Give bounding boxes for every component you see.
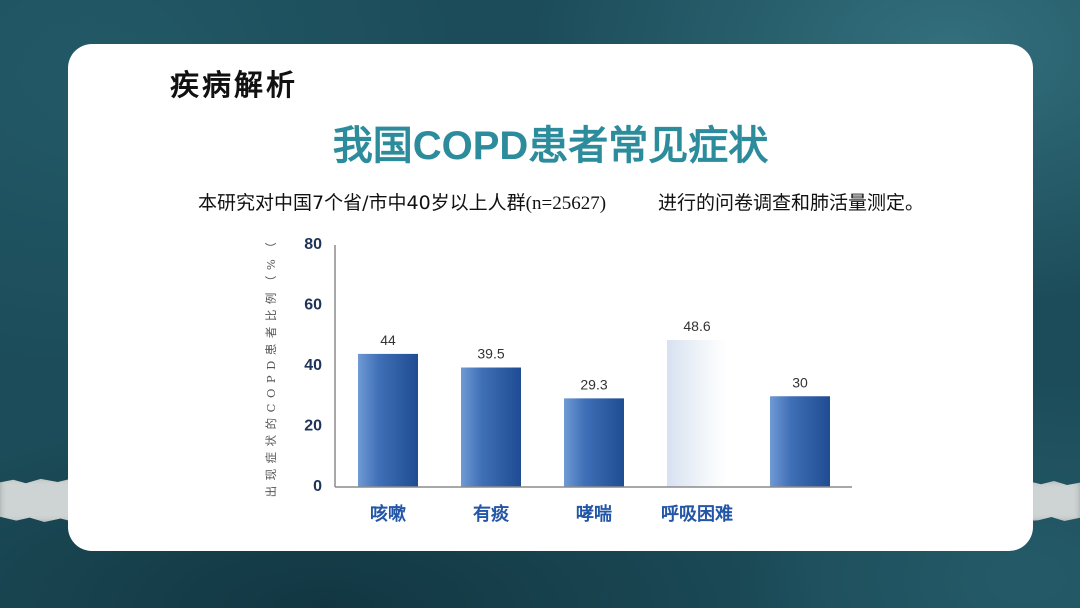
- slide-title: 我国COPD患者常见症状: [332, 124, 769, 168]
- torn-paper-strip-left: [0, 478, 74, 522]
- subtitle: 本研究对中国7个省/市中40岁以上人群(n=25627) 进行的问卷调查和肺活量…: [198, 191, 998, 215]
- section-title: 疾病解析: [170, 68, 299, 102]
- bar-4: [667, 339, 727, 487]
- y-tick-label: 80: [304, 236, 322, 253]
- sample-size: (n=25627): [525, 193, 607, 214]
- y-axis-label: 出现症状的COPD患者比例（%（: [264, 237, 278, 498]
- torn-paper-strip-right: [1028, 481, 1080, 521]
- category-label: 咳嗽: [370, 503, 406, 525]
- bar-1: [358, 353, 418, 487]
- y-tick-label: 20: [304, 418, 322, 435]
- bar-value-label: 30: [792, 374, 808, 390]
- bar-value-label: 29.3: [580, 376, 607, 392]
- content-card: 疾病解析 我国COPD患者常见症状 本研究对中国7个省/市中40岁以上人群(n=…: [68, 44, 1033, 551]
- y-tick-label: 60: [304, 297, 322, 314]
- category-label: 有痰: [473, 503, 510, 525]
- category-label: 哮喘: [576, 503, 612, 525]
- bar-value-label: 48.6: [683, 318, 710, 334]
- category-label: 呼吸困难: [661, 503, 733, 525]
- bar-3: [564, 398, 624, 487]
- bar-2: [461, 367, 521, 487]
- symptom-bar-chart: 出现症状的COPD患者比例（%（ 0 20 40 60 80 44 咳嗽 39.5 有痰 29.3 哮…: [264, 236, 852, 525]
- bar-5: [770, 396, 830, 487]
- y-tick-label: 0: [313, 478, 322, 495]
- subtitle-text-continued: 进行的问卷调查和肺活量测定。: [658, 192, 925, 214]
- bar-value-label: 44: [380, 332, 396, 348]
- bar-value-label: 39.5: [477, 346, 504, 362]
- subtitle-text: 本研究对中国7个省/市中40岁以上人群: [198, 192, 526, 214]
- y-tick-label: 40: [304, 357, 322, 374]
